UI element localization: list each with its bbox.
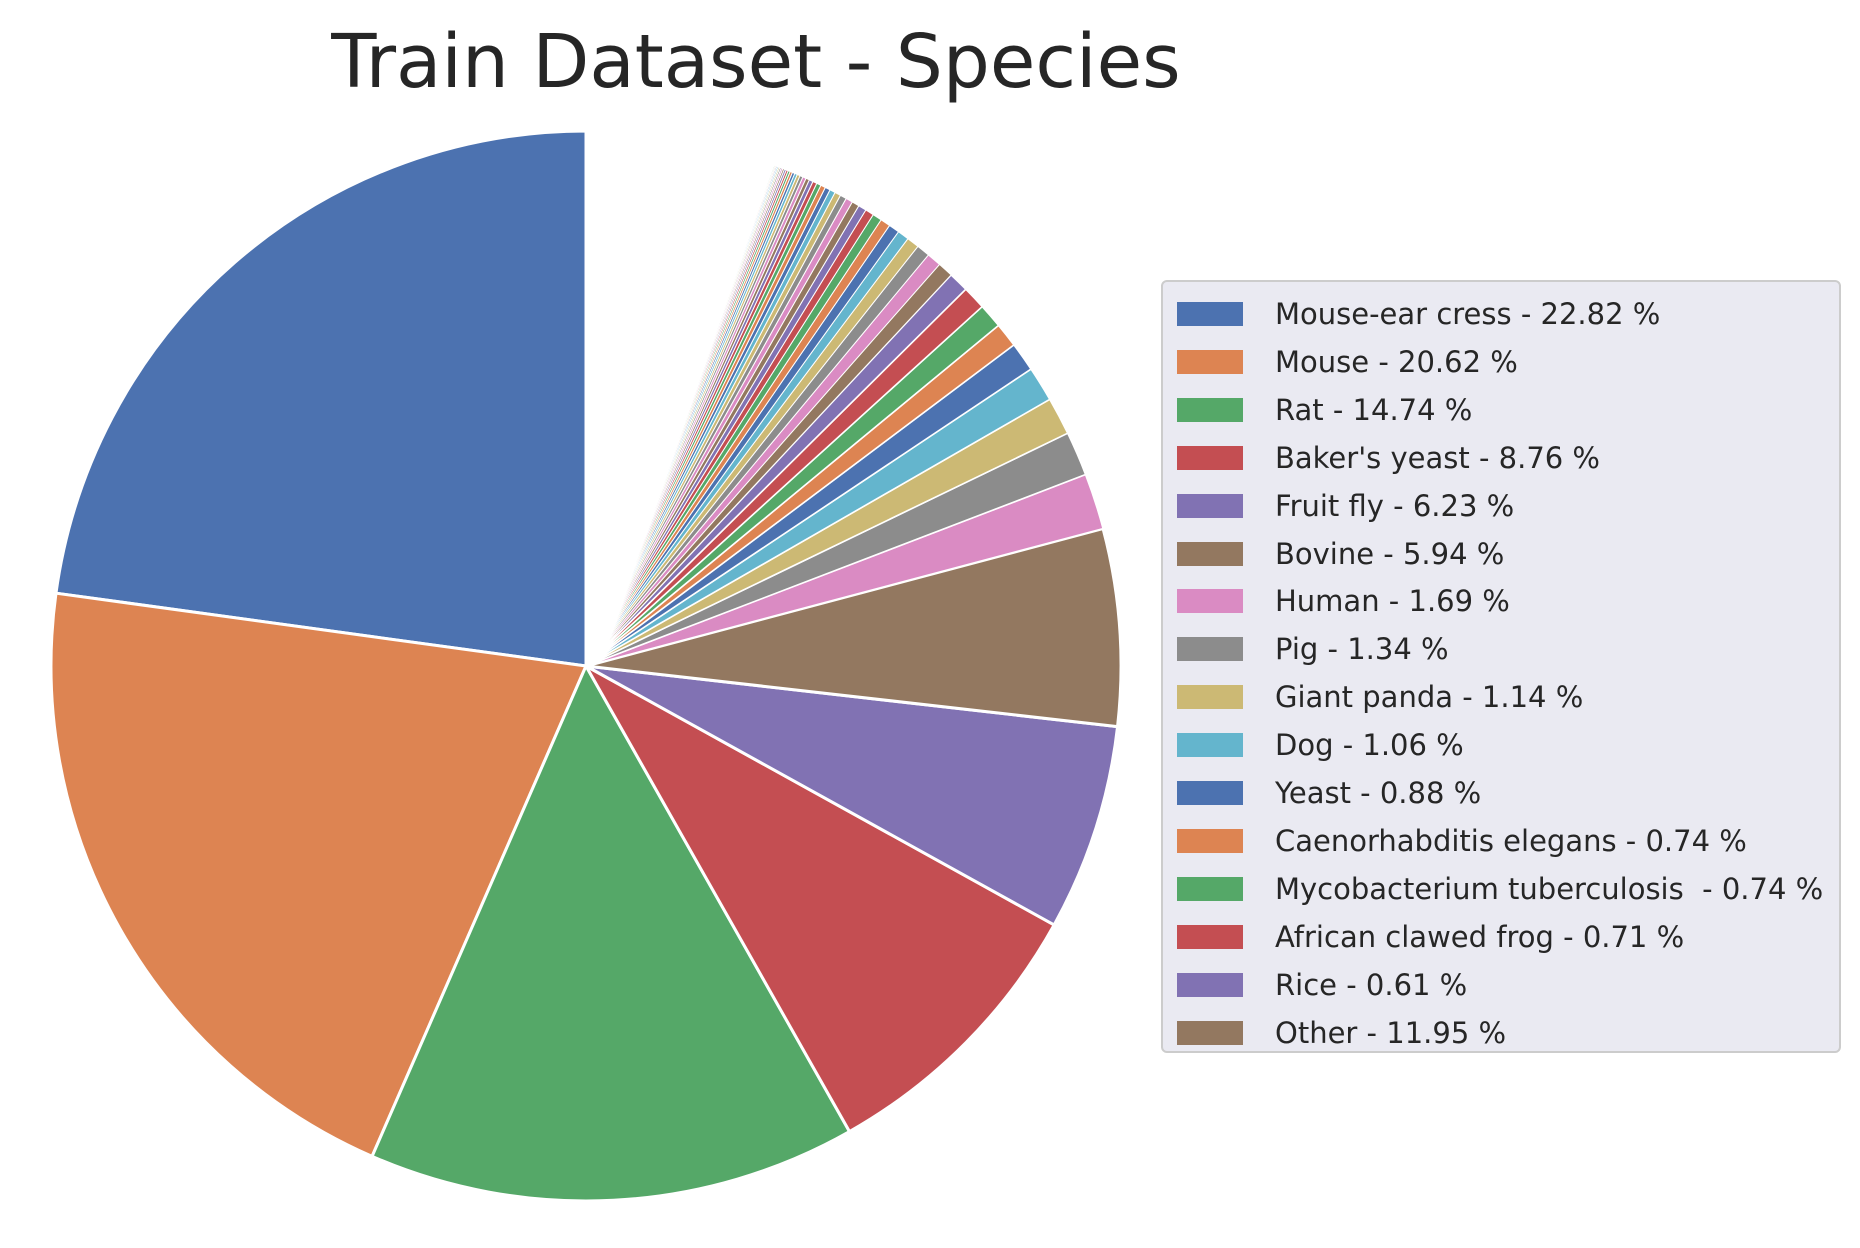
legend-item: Rice - 0.61 % [1177, 965, 1467, 1005]
legend-label: Bovine - 5.94 % [1275, 536, 1505, 571]
legend-swatch [1177, 972, 1243, 997]
legend-label: Baker's yeast - 8.76 % [1275, 440, 1600, 475]
legend-swatch [1177, 637, 1243, 662]
legend-label: Mouse - 20.62 % [1275, 344, 1518, 379]
legend-item: African clawed frog - 0.71 % [1177, 917, 1684, 957]
legend-item: Rat - 14.74 % [1177, 390, 1472, 430]
pie-slice-2 [370, 664, 852, 1203]
legend-label: Yeast - 0.88 % [1275, 776, 1482, 810]
legend-item: Dog - 1.06 % [1177, 725, 1464, 765]
chart-title: Train Dataset - Species [331, 19, 1181, 105]
legend-swatch [1177, 781, 1243, 805]
legend-item: Mycobacterium tuberculosis - 0.74 % [1177, 869, 1823, 909]
pie-slice-0 [54, 129, 588, 668]
legend-label: Dog - 1.06 % [1275, 728, 1464, 763]
pie-slice-5 [584, 527, 1123, 729]
legend-item: Mouse-ear cress - 22.82 % [1177, 294, 1660, 334]
pie-slice-3 [584, 664, 1056, 1134]
legend-swatch [1177, 828, 1243, 853]
legend-item: Giant panda - 1.14 % [1177, 677, 1583, 717]
legend-item: Other - 11.95 % [1177, 1013, 1506, 1053]
legend-item: Baker's yeast - 8.76 % [1177, 438, 1600, 478]
legend-swatch [1177, 1020, 1243, 1045]
legend-swatch [1177, 445, 1243, 470]
legend-label: Rice - 0.61 % [1275, 967, 1468, 1002]
legend-item: Pig - 1.34 % [1177, 629, 1449, 669]
legend-label: Giant panda - 1.14 % [1275, 680, 1584, 715]
legend-item: Caenorhabditis elegans - 0.74 % [1177, 821, 1747, 861]
pie-slice-4 [584, 664, 1120, 927]
legend-swatch [1177, 924, 1243, 949]
legend-swatch [1177, 876, 1243, 901]
legend-item: Fruit fly - 6.23 % [1177, 486, 1514, 526]
legend-swatch [1177, 397, 1243, 422]
legend-label: Human - 1.69 % [1275, 584, 1510, 619]
legend-swatch [1177, 302, 1243, 326]
legend-label: Fruit fly - 6.23 % [1275, 488, 1515, 523]
legend-label: Mycobacterium tuberculosis - 0.74 % [1275, 871, 1824, 906]
pie-slice-1 [49, 591, 588, 1158]
legend-label: Caenorhabditis elegans - 0.74 % [1275, 823, 1747, 858]
legend-item: Human - 1.69 % [1177, 581, 1510, 621]
legend-swatch [1177, 493, 1243, 518]
legend-item: Mouse - 20.62 % [1177, 342, 1518, 382]
legend-swatch [1177, 541, 1243, 566]
legend-swatch [1177, 589, 1243, 614]
legend-swatch [1177, 349, 1243, 374]
legend-label: Rat - 14.74 % [1275, 392, 1473, 427]
pie-slice-other-blank [586, 131, 764, 666]
legend-label: Pig - 1.34 % [1275, 632, 1449, 667]
legend-swatch [1177, 685, 1243, 710]
legend-item: Yeast - 0.88 % [1177, 773, 1481, 813]
legend-label: Mouse-ear cress - 22.82 % [1275, 297, 1661, 331]
legend-swatch [1177, 733, 1243, 758]
legend-item: Bovine - 5.94 % [1177, 534, 1504, 574]
legend: Mouse-ear cress - 22.82 % Mouse - 20.62 %… [1161, 280, 1841, 1053]
legend-label: Other - 11.95 % [1275, 1015, 1507, 1050]
legend-label: African clawed frog - 0.71 % [1275, 919, 1685, 954]
